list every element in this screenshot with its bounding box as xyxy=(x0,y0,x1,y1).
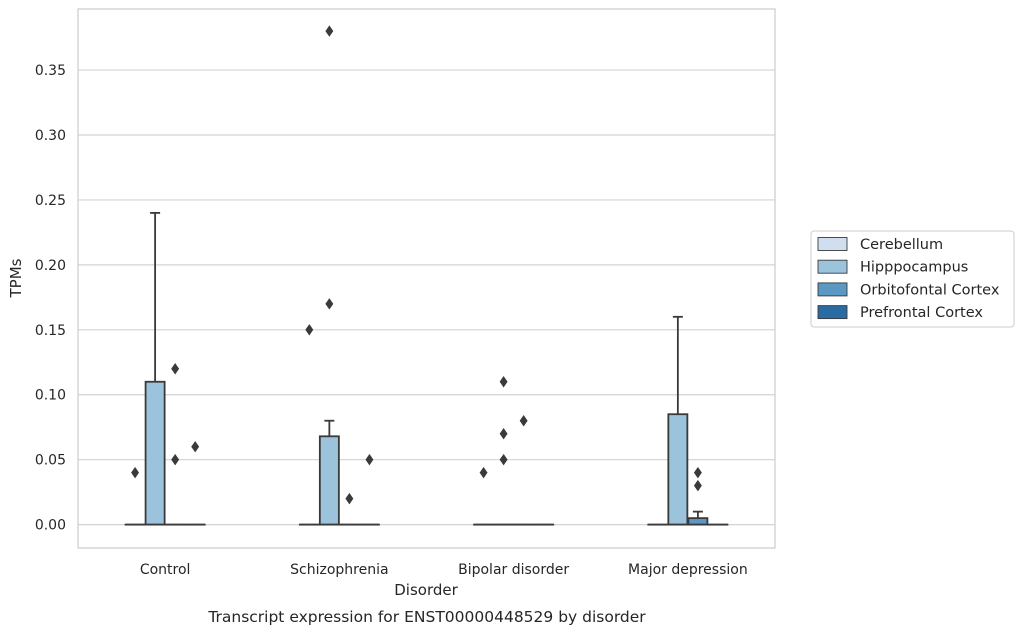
y-tick-label: 0.25 xyxy=(35,193,66,209)
legend-swatch xyxy=(817,237,848,251)
outlier-point xyxy=(479,466,488,479)
box-orbitofontal-cortex xyxy=(513,414,535,526)
outlier-point xyxy=(325,25,334,37)
box-prefrontal-cortex xyxy=(359,453,380,526)
box-series xyxy=(124,25,729,526)
outlier-point xyxy=(325,298,334,310)
x-axis-label: Disorder xyxy=(394,581,458,599)
box-hipppocampus xyxy=(493,376,515,526)
y-tick-label: 0.05 xyxy=(35,453,66,469)
outlier-point xyxy=(171,363,180,375)
box-orbitofontal-cortex xyxy=(687,466,709,526)
outlier-point xyxy=(693,479,702,492)
legend-label: Cerebellum xyxy=(860,237,943,253)
outlier-point xyxy=(499,376,508,388)
box-cerebellum xyxy=(124,466,146,526)
box-orbitofontal-cortex xyxy=(164,363,186,526)
outlier-point xyxy=(305,324,314,336)
legend: Cerebellum Hipppocampus Orbitofontal Corte… xyxy=(810,230,1015,328)
chart-caption: Transcript expression for ENST0000044852… xyxy=(207,608,646,626)
outlier-point xyxy=(693,466,702,479)
y-axis-label: TPMs xyxy=(7,258,25,298)
box-body xyxy=(687,517,709,526)
x-tick-label: Schizophrenia xyxy=(290,562,388,578)
box-body xyxy=(667,413,689,526)
legend-frame xyxy=(810,230,1015,328)
y-tick-label: 0.35 xyxy=(35,63,66,79)
y-tick-label: 0.00 xyxy=(35,518,66,534)
box-prefrontal-cortex xyxy=(184,440,206,526)
box-hipppocampus xyxy=(667,315,689,526)
y-tick-label: 0.30 xyxy=(35,128,66,144)
x-tick-label: Major depression xyxy=(628,562,748,578)
legend-label: Orbitofontal Cortex xyxy=(860,282,1000,298)
legend-label: Hipppocampus xyxy=(860,260,968,276)
outlier-point xyxy=(499,453,508,466)
legend-swatch xyxy=(817,259,848,274)
legend-swatch xyxy=(817,282,848,297)
box-hipppocampus xyxy=(144,212,166,526)
y-tick-label: 0.15 xyxy=(35,323,66,339)
outlier-point xyxy=(519,414,528,427)
legend-swatch xyxy=(817,305,848,320)
box-orbitofontal-cortex xyxy=(338,492,360,526)
y-tick-label: 0.10 xyxy=(35,388,66,404)
outlier-point xyxy=(171,453,180,466)
x-tick-labels: Control Schizophrenia Bipolar disorder Majo… xyxy=(140,562,748,578)
y-tick-labels: 0.00 0.05 0.10 0.15 0.20 0.25 0.30 0.35 xyxy=(35,63,66,534)
box-hipppocampus xyxy=(318,25,340,526)
box-body xyxy=(144,380,166,526)
x-tick-label: Bipolar disorder xyxy=(458,562,569,578)
y-tick-label: 0.20 xyxy=(35,258,66,274)
x-tick-label: Control xyxy=(140,562,191,578)
outlier-point xyxy=(131,466,140,479)
outlier-point xyxy=(191,440,200,453)
box-body xyxy=(318,435,340,526)
outlier-point xyxy=(499,427,508,440)
outlier-point xyxy=(365,453,374,466)
plot-area-frame xyxy=(77,8,776,549)
legend-label: Prefrontal Cortex xyxy=(860,305,983,321)
box-cerebellum xyxy=(298,324,320,526)
box-cerebellum xyxy=(473,466,494,526)
outlier-point xyxy=(345,492,354,505)
